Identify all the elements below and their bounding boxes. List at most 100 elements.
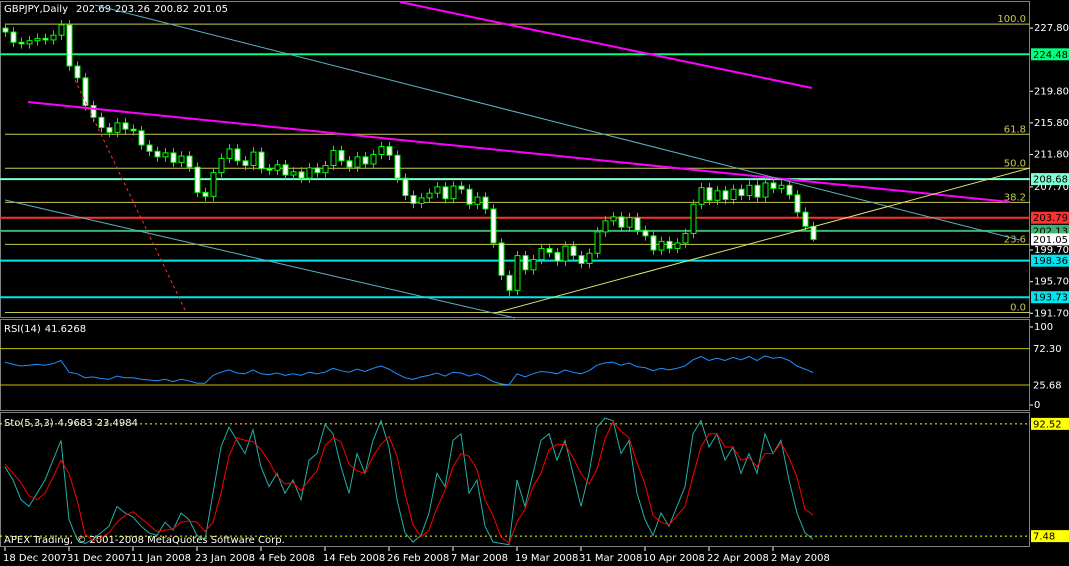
candle-body bbox=[714, 190, 721, 201]
candle-body bbox=[426, 192, 433, 199]
candle-body bbox=[282, 164, 289, 176]
candle-body bbox=[290, 171, 297, 176]
candle-body bbox=[122, 122, 129, 130]
y-tick-label: 219.80 bbox=[1034, 86, 1069, 97]
x-tick-label: 26 Feb 2008 bbox=[387, 553, 449, 564]
fibo-label: 61.8 bbox=[1004, 124, 1026, 135]
x-tick-label: 18 Dec 2007 bbox=[3, 553, 67, 564]
candle-body bbox=[546, 247, 553, 253]
candle-body bbox=[554, 251, 561, 262]
candle-body bbox=[586, 252, 593, 264]
candle-body bbox=[706, 187, 713, 201]
trendline bbox=[494, 167, 1031, 314]
level-label-box bbox=[1031, 417, 1069, 430]
current-price-label: 201.05 bbox=[1033, 235, 1068, 246]
level-label: 25.68 bbox=[1033, 380, 1062, 391]
candle-body bbox=[58, 24, 65, 36]
candle-body bbox=[258, 151, 265, 170]
candle-body bbox=[242, 160, 249, 167]
candle-body bbox=[154, 150, 161, 158]
level-label-box bbox=[1031, 378, 1069, 391]
candle-body bbox=[754, 184, 761, 198]
rsi-current: 41.6268 bbox=[45, 324, 86, 335]
candle-body bbox=[2, 27, 9, 33]
fibo-label: 50.0 bbox=[1004, 158, 1026, 169]
trendline bbox=[94, 4, 1021, 241]
y-tick-label: 211.80 bbox=[1034, 149, 1069, 160]
candle-body bbox=[34, 37, 41, 42]
candle-body bbox=[402, 177, 409, 197]
candle-body bbox=[226, 148, 233, 159]
candle-body bbox=[338, 150, 345, 162]
hline-label-box bbox=[1031, 291, 1069, 304]
candle-body bbox=[66, 24, 73, 67]
copyright: APEX Trading, © 2001-2008 MetaQuotes Sof… bbox=[4, 535, 285, 546]
candle-body bbox=[738, 188, 745, 197]
candle-body bbox=[234, 148, 241, 162]
candle-body bbox=[482, 196, 489, 210]
rsi-panel bbox=[0, 319, 1030, 411]
x-tick-label: 23 Jan 2008 bbox=[195, 553, 255, 564]
stoch-signal-current: 23.4984 bbox=[97, 418, 138, 429]
candle-body bbox=[90, 104, 97, 118]
candle-body bbox=[778, 184, 785, 189]
candle-body bbox=[626, 217, 633, 228]
candle-body bbox=[306, 167, 313, 179]
candle-body bbox=[794, 194, 801, 213]
candle-body bbox=[250, 151, 257, 167]
fibo-label: 23.6 bbox=[1004, 234, 1026, 245]
x-tick-label: 2 May 2008 bbox=[771, 553, 830, 564]
indicator-line bbox=[4, 355, 814, 386]
candle-body bbox=[178, 155, 185, 163]
candle-body bbox=[42, 37, 49, 41]
candle-body bbox=[530, 259, 537, 271]
candle-body bbox=[386, 146, 393, 156]
hline-label: 202.13 bbox=[1033, 226, 1068, 237]
y-tick-label: 227.80 bbox=[1034, 23, 1069, 34]
candle-body bbox=[378, 146, 385, 155]
header-low: 200.82 bbox=[154, 4, 189, 15]
candle-body bbox=[658, 240, 665, 251]
candle-body bbox=[186, 155, 193, 168]
fibo-label: 38.2 bbox=[1004, 192, 1026, 203]
candle-body bbox=[298, 171, 305, 179]
candle-body bbox=[634, 217, 641, 231]
candle-body bbox=[730, 188, 737, 200]
candle-body bbox=[578, 255, 585, 264]
y-tick-label: 0 bbox=[1034, 400, 1040, 411]
candle-body bbox=[146, 144, 153, 152]
candle-body bbox=[746, 184, 753, 197]
y-tick-label: 195.70 bbox=[1034, 277, 1069, 288]
candle-body bbox=[514, 255, 521, 291]
stoch-title: Sto(5,3,3) bbox=[4, 418, 54, 429]
header-open: 202.69 bbox=[76, 4, 111, 15]
candle-body bbox=[330, 150, 337, 167]
candle-body bbox=[130, 128, 137, 132]
y-tick-label: 199.70 bbox=[1034, 245, 1069, 256]
candle-body bbox=[410, 195, 417, 204]
candle-body bbox=[114, 122, 121, 133]
candle-body bbox=[650, 235, 657, 251]
rsi-title: RSI(14) bbox=[4, 324, 41, 335]
x-tick-label: 7 Mar 2008 bbox=[451, 553, 508, 564]
candle-body bbox=[138, 130, 145, 146]
candle-body bbox=[354, 156, 361, 168]
candle-body bbox=[786, 184, 793, 196]
trendline bbox=[4, 199, 516, 319]
candle-body bbox=[642, 229, 649, 237]
hline-label: 198.36 bbox=[1033, 256, 1068, 267]
hline-label-box bbox=[1031, 173, 1069, 186]
indicator-line bbox=[4, 420, 814, 545]
level-label-box bbox=[1031, 530, 1069, 543]
candle-body bbox=[450, 185, 457, 200]
candle-body bbox=[106, 127, 113, 133]
stoch-panel bbox=[0, 412, 1030, 547]
candle-body bbox=[762, 182, 769, 198]
candle-body bbox=[98, 116, 105, 129]
candle-body bbox=[618, 216, 625, 228]
candle-body bbox=[490, 208, 497, 244]
trendline bbox=[399, 1, 813, 89]
x-tick-label: 22 Apr 2008 bbox=[707, 553, 769, 564]
candle-body bbox=[538, 247, 545, 261]
candle-body bbox=[674, 242, 681, 249]
